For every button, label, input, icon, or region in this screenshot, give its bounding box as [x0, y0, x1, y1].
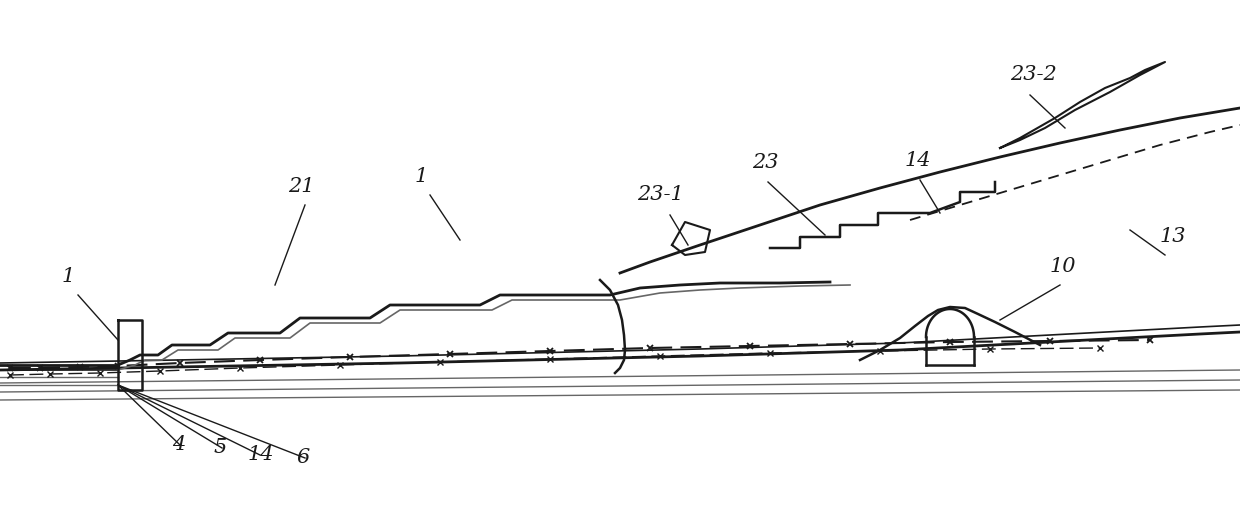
Text: 21: 21: [288, 177, 315, 196]
Text: 10: 10: [1050, 257, 1076, 276]
Text: 23-1: 23-1: [637, 185, 683, 204]
Text: 14: 14: [905, 151, 931, 170]
Text: 23-2: 23-2: [1011, 65, 1056, 84]
Text: 14: 14: [248, 445, 274, 464]
Text: 1: 1: [62, 267, 76, 286]
Text: 5: 5: [215, 438, 227, 457]
Text: 4: 4: [172, 435, 185, 454]
Text: 13: 13: [1159, 227, 1187, 246]
Text: 6: 6: [296, 448, 309, 467]
Text: 23: 23: [751, 153, 779, 172]
Text: 1: 1: [415, 167, 428, 186]
